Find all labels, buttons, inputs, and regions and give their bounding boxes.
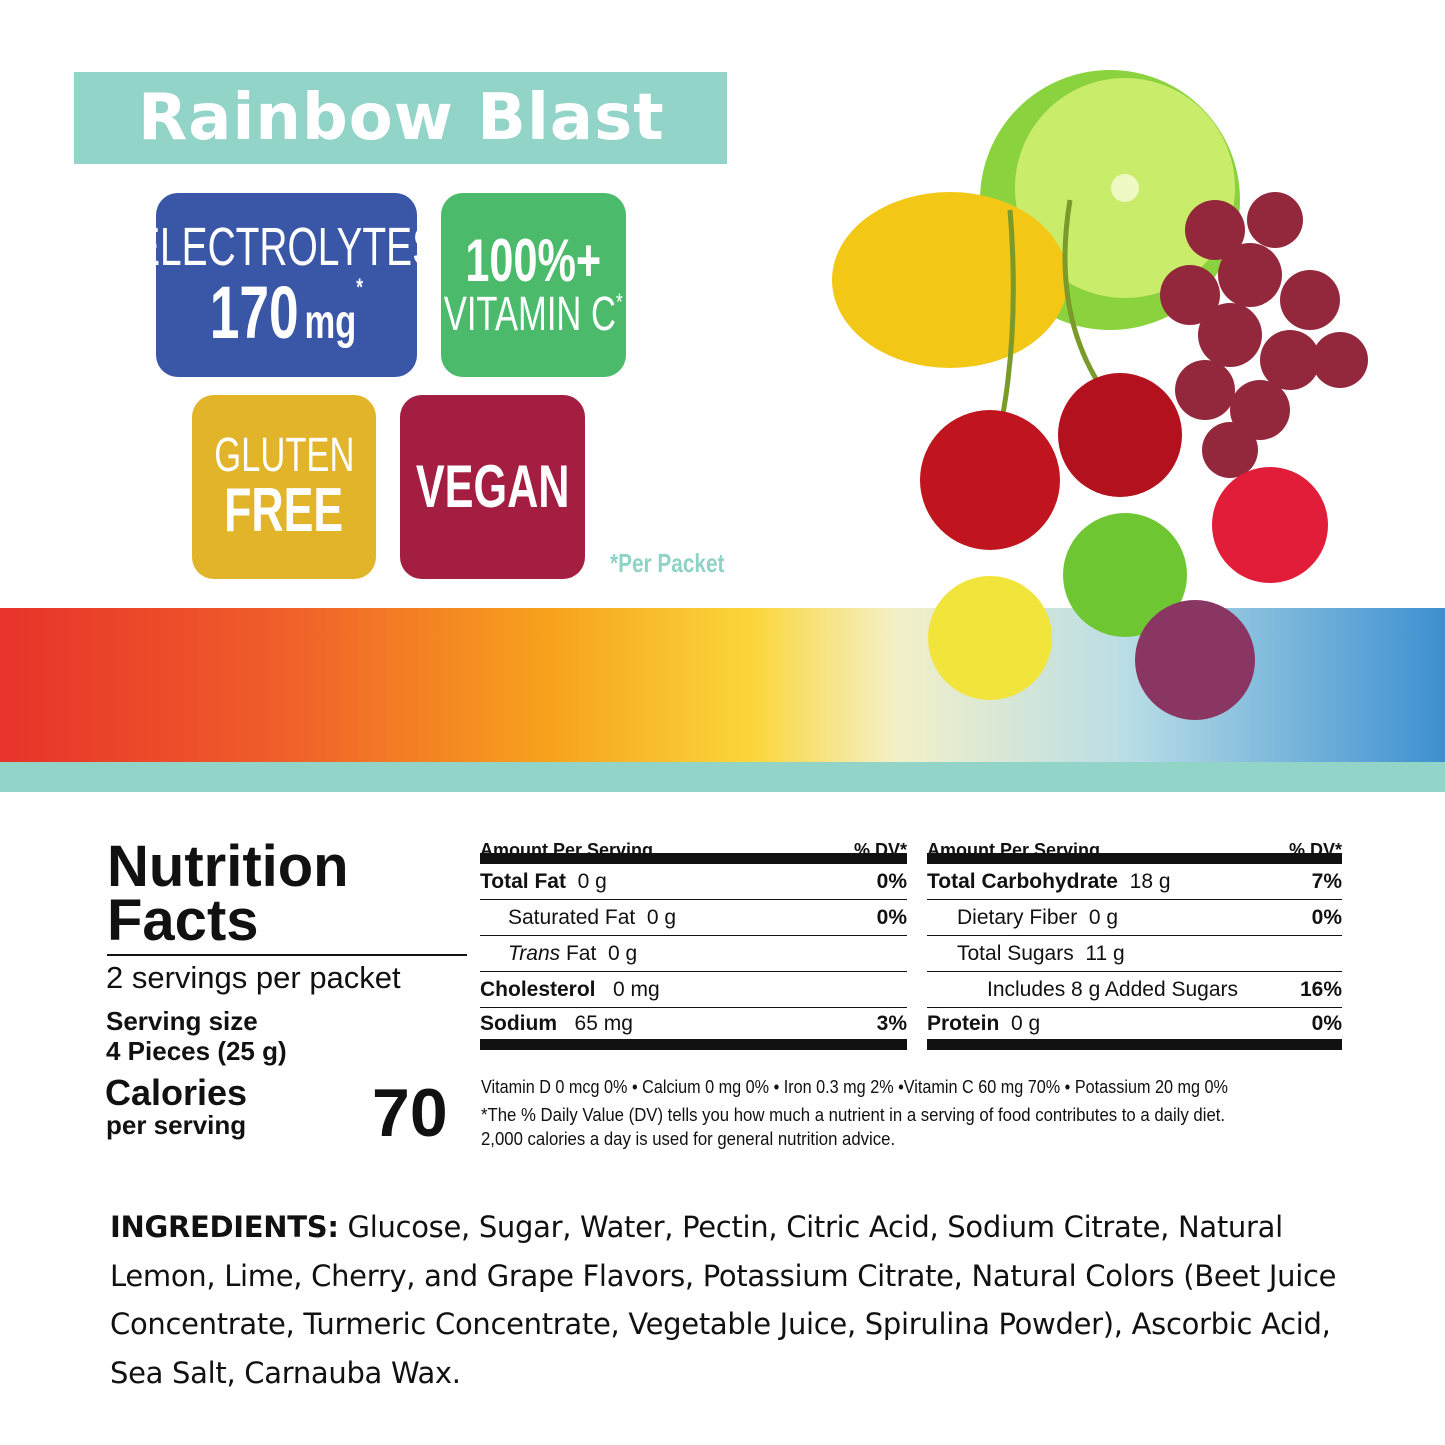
nutrient-name: Protein bbox=[927, 1011, 1000, 1035]
table-row: Includes 8 g Added Sugars 16% bbox=[927, 972, 1342, 1008]
nutrient-name: Includes 8 g Added Sugars bbox=[987, 977, 1239, 1001]
nutrient-table-left: Amount Per Serving% DV* Total Fat 0 g 0% … bbox=[480, 840, 907, 1050]
table-row: Dietary Fiber 0 g 0% bbox=[927, 900, 1342, 936]
gluten-free-badge: GLUTEN FREE bbox=[192, 395, 376, 579]
ingredients-label: INGREDIENTS: bbox=[110, 1210, 339, 1244]
dv-header: % DV* bbox=[853, 840, 907, 860]
nutrient-amount: 0 g bbox=[1011, 1011, 1041, 1035]
calories-label: Calories bbox=[105, 1072, 248, 1113]
table-row: Trans Fat 0 g bbox=[480, 936, 907, 972]
nutrient-name: Trans bbox=[508, 941, 561, 965]
electrolytes-label: ELECTROLYTES bbox=[134, 217, 439, 277]
calories-value: 70 bbox=[372, 1075, 448, 1151]
table-row: Protein 0 g 0% bbox=[927, 1008, 1342, 1050]
nutrient-name: Total Fat bbox=[480, 869, 566, 893]
vegan-badge: VEGAN bbox=[400, 395, 585, 579]
per-packet-footnote: *Per Packet bbox=[610, 548, 725, 578]
nutrient-amount: 11 g bbox=[1085, 941, 1125, 965]
servings-per-packet: 2 servings per packet bbox=[106, 960, 401, 995]
nutrient-dv: 3% bbox=[876, 1011, 907, 1035]
vitamin-c-label: VITAMIN C bbox=[444, 288, 617, 341]
serving-size-value: 4 Pieces (25 g) bbox=[106, 1036, 287, 1066]
nutrient-amount: 0 g bbox=[577, 869, 607, 893]
nutrient-dv: 0% bbox=[876, 905, 907, 929]
electrolytes-mark: * bbox=[356, 274, 364, 301]
dv-footnote-1: *The % Daily Value (DV) tells you how mu… bbox=[481, 1105, 1226, 1125]
nutrient-amount: 0 g bbox=[646, 905, 677, 929]
fruit-illustration bbox=[832, 70, 1368, 720]
vitamin-c-mark: * bbox=[616, 289, 623, 316]
nutrient-amount: 65 mg bbox=[574, 1011, 633, 1035]
nutrient-name: Dietary Fiber bbox=[957, 905, 1078, 929]
nutrient-dv: 7% bbox=[1311, 869, 1342, 893]
nutrient-amount: 0 mg bbox=[613, 977, 660, 1001]
vitamin-c-value: 100%+ bbox=[465, 227, 602, 294]
nutrient-name: Total Carbohydrate bbox=[927, 869, 1118, 893]
table-row: Saturated Fat 0 g 0% bbox=[480, 900, 907, 936]
nutrient-table-right: Amount Per Serving % DV* Total Carbohydra… bbox=[927, 840, 1342, 1050]
vitamin-c-badge: 100%+ VITAMIN C* bbox=[441, 193, 626, 377]
nutrient-name-2: Fat bbox=[565, 941, 597, 965]
product-title: Rainbow Blast bbox=[138, 81, 665, 155]
nutrient-amount: 18 g bbox=[1129, 869, 1171, 893]
free-label: FREE bbox=[224, 476, 344, 545]
electrolytes-badge: ELECTROLYTES 170 mg* bbox=[135, 193, 438, 377]
table-row: Total Carbohydrate 18 g 7% bbox=[927, 864, 1342, 900]
gummies-icon bbox=[928, 467, 1328, 720]
table-row: Total Fat 0 g 0% bbox=[480, 864, 907, 900]
teal-stripe bbox=[0, 762, 1445, 792]
title-line-2: Facts bbox=[107, 888, 259, 953]
table-row: Sodium 65 mg 3% bbox=[480, 1008, 907, 1050]
nutrient-name: Cholesterol bbox=[480, 977, 596, 1001]
vitamins-minerals-line: Vitamin D 0 mcg 0% • Calcium 0 mg 0% • I… bbox=[481, 1077, 1228, 1097]
nutrient-dv: 16% bbox=[1299, 977, 1342, 1001]
table-row: Total Sugars 11 g bbox=[927, 936, 1342, 972]
dv-header: % DV* bbox=[1288, 840, 1342, 860]
title-line-1: Nutrition bbox=[107, 834, 349, 899]
electrolytes-value: 170 bbox=[209, 271, 299, 354]
lemon-icon bbox=[832, 192, 1068, 368]
nutrient-name: Sodium bbox=[480, 1011, 557, 1035]
electrolytes-unit: mg bbox=[304, 296, 357, 349]
nutrient-dv: 0% bbox=[1311, 1011, 1342, 1035]
product-title-banner: Rainbow Blast bbox=[74, 72, 727, 164]
serving-size-label: Serving size bbox=[106, 1006, 258, 1036]
nutrient-name: Total Sugars bbox=[957, 941, 1074, 965]
nutrient-dv: 0% bbox=[876, 869, 907, 893]
vegan-label: VEGAN bbox=[415, 453, 570, 520]
nutrient-amount: 0 g bbox=[607, 941, 638, 965]
cherries-icon bbox=[920, 199, 1182, 550]
nutrition-facts-title: Nutrition Facts bbox=[107, 834, 349, 953]
ingredients-text: Glucose, Sugar, Water, Pectin, Citric Ac… bbox=[110, 1210, 1337, 1390]
ingredients: INGREDIENTS: Glucose, Sugar, Water, Pect… bbox=[110, 1203, 1360, 1397]
dv-footnote-2: 2,000 calories a day is used for general… bbox=[481, 1129, 896, 1149]
nutrient-amount: 0 g bbox=[1088, 905, 1119, 929]
amount-header: Amount Per Serving bbox=[927, 840, 1101, 860]
amount-header: Amount Per Serving bbox=[480, 840, 654, 860]
divider bbox=[107, 954, 467, 956]
table-row: Cholesterol 0 mg bbox=[480, 972, 907, 1008]
calories-sub: per serving bbox=[106, 1110, 247, 1140]
gluten-label: GLUTEN bbox=[213, 429, 355, 482]
nutrient-dv: 0% bbox=[1311, 905, 1342, 929]
nutrient-name: Saturated Fat bbox=[508, 905, 636, 929]
grapes-icon bbox=[1160, 192, 1368, 478]
serving-size: Serving size 4 Pieces (25 g) bbox=[106, 1006, 287, 1066]
